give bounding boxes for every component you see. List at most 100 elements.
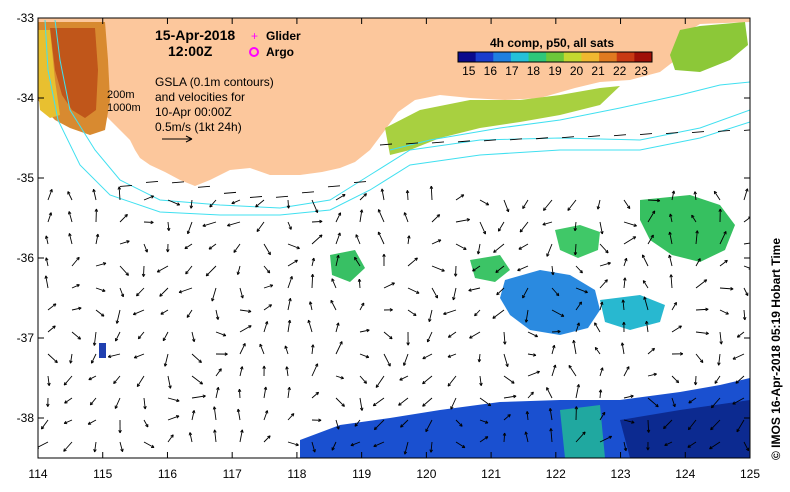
velocity-arrow (717, 130, 731, 132)
velocity-arrow (119, 214, 128, 223)
velocity-arrowhead (576, 322, 580, 326)
velocity-arrowhead (506, 208, 510, 213)
velocity-arrow (688, 397, 697, 404)
velocity-arrow (263, 243, 271, 255)
velocity-arrowhead (573, 227, 578, 232)
x-tick-label: 116 (158, 467, 177, 481)
velocity-arrowhead (88, 376, 92, 381)
velocity-arrow (743, 309, 746, 320)
velocity-arrowhead (532, 353, 537, 357)
y-tick-label: -34 (17, 91, 35, 105)
velocity-arrow (311, 344, 314, 355)
velocity-arrow (474, 309, 481, 317)
velocity-arrowhead (688, 400, 692, 404)
colorbar-label: 15 (462, 64, 476, 78)
velocity-arrowhead (576, 384, 581, 388)
velocity-arrow (711, 397, 721, 409)
y-tick-label: -38 (17, 411, 35, 425)
velocity-arrowhead (599, 301, 604, 305)
velocity-arrowhead (47, 382, 51, 386)
velocity-arrow (335, 341, 343, 355)
velocity-arrow (525, 309, 529, 323)
y-tick-label: -35 (17, 171, 35, 185)
velocity-arrowhead (624, 257, 628, 262)
velocity-arrow (353, 181, 367, 184)
velocity-arrow (623, 419, 635, 424)
velocity-arrowhead (184, 245, 188, 250)
velocity-arrow (455, 419, 463, 427)
velocity-arrowhead (633, 223, 637, 227)
velocity-arrow (599, 301, 603, 311)
velocity-arrowhead (255, 204, 259, 208)
velocity-arrow (159, 287, 169, 297)
velocity-arrow (709, 441, 721, 450)
velocity-arrow (431, 239, 442, 245)
velocity-arrowhead (497, 228, 502, 232)
velocity-arrowhead (361, 302, 365, 306)
velocity-arrow (623, 395, 634, 399)
velocity-arrow (407, 309, 417, 316)
velocity-arrow (713, 190, 721, 201)
velocity-arrow (47, 375, 50, 386)
desc-line-4: 0.5m/s (1kt 24h) (155, 120, 242, 134)
velocity-arrow (503, 199, 509, 212)
velocity-arrow (431, 214, 440, 223)
velocity-arrowhead (359, 407, 364, 411)
velocity-arrow (287, 441, 299, 446)
velocity-arrow (286, 366, 289, 377)
velocity-arrow (427, 331, 433, 343)
velocity-arrowhead (76, 284, 80, 288)
velocity-arrow (496, 287, 505, 296)
velocity-arrow (599, 221, 603, 235)
velocity-arrow (647, 234, 654, 245)
contour-200m (54, 19, 750, 209)
velocity-arrowhead (63, 448, 67, 452)
velocity-arrow (213, 406, 217, 421)
velocity-arrow (621, 342, 625, 355)
sst-south-coast (385, 86, 620, 155)
velocity-arrowhead (118, 430, 122, 434)
velocity-arrowhead (89, 401, 94, 406)
velocity-arrow (743, 242, 750, 245)
velocity-arrow (263, 386, 267, 399)
sst-green-patch-1 (640, 195, 735, 262)
velocity-arrow (115, 331, 121, 342)
velocity-arrow (191, 353, 202, 363)
velocity-arrowhead (289, 276, 293, 280)
velocity-arrowhead (311, 344, 315, 348)
velocity-arrow (517, 265, 529, 271)
velocity-arrowhead (363, 380, 367, 384)
velocity-arrow (567, 199, 577, 211)
velocity-arrow (143, 265, 145, 277)
velocity-arrow (492, 309, 505, 319)
velocity-arrow (671, 397, 676, 407)
velocity-arrowhead (594, 346, 599, 351)
velocity-arrowhead (548, 408, 553, 412)
velocity-arrowhead (202, 223, 206, 228)
velocity-arrow (543, 199, 553, 211)
velocity-arrowhead (150, 444, 155, 448)
velocity-arrow (143, 243, 148, 253)
plot-frame (37, 17, 751, 459)
velocity-arrowhead (268, 304, 273, 308)
velocity-arrow (599, 243, 609, 254)
velocity-arrow (645, 321, 649, 333)
velocity-arrowhead (136, 383, 141, 388)
velocity-arrowhead (434, 295, 439, 299)
velocity-arrow (527, 391, 534, 399)
velocity-arrowhead (642, 280, 647, 284)
velocity-arrow (422, 375, 433, 385)
velocity-arrowhead (626, 205, 631, 210)
x-tick-label: 119 (352, 467, 371, 481)
colorbar-segment (563, 52, 582, 62)
velocity-arrowhead (102, 288, 106, 293)
velocity-arrow (575, 265, 583, 274)
velocity-arrow (546, 387, 553, 399)
velocity-arrow (732, 397, 745, 405)
velocity-arrow (478, 353, 481, 363)
velocity-arrowhead (107, 354, 112, 359)
velocity-arrow (425, 419, 433, 432)
velocity-arrowhead (365, 354, 370, 359)
velocity-arrow (145, 180, 159, 183)
velocity-arrowhead (216, 386, 220, 391)
